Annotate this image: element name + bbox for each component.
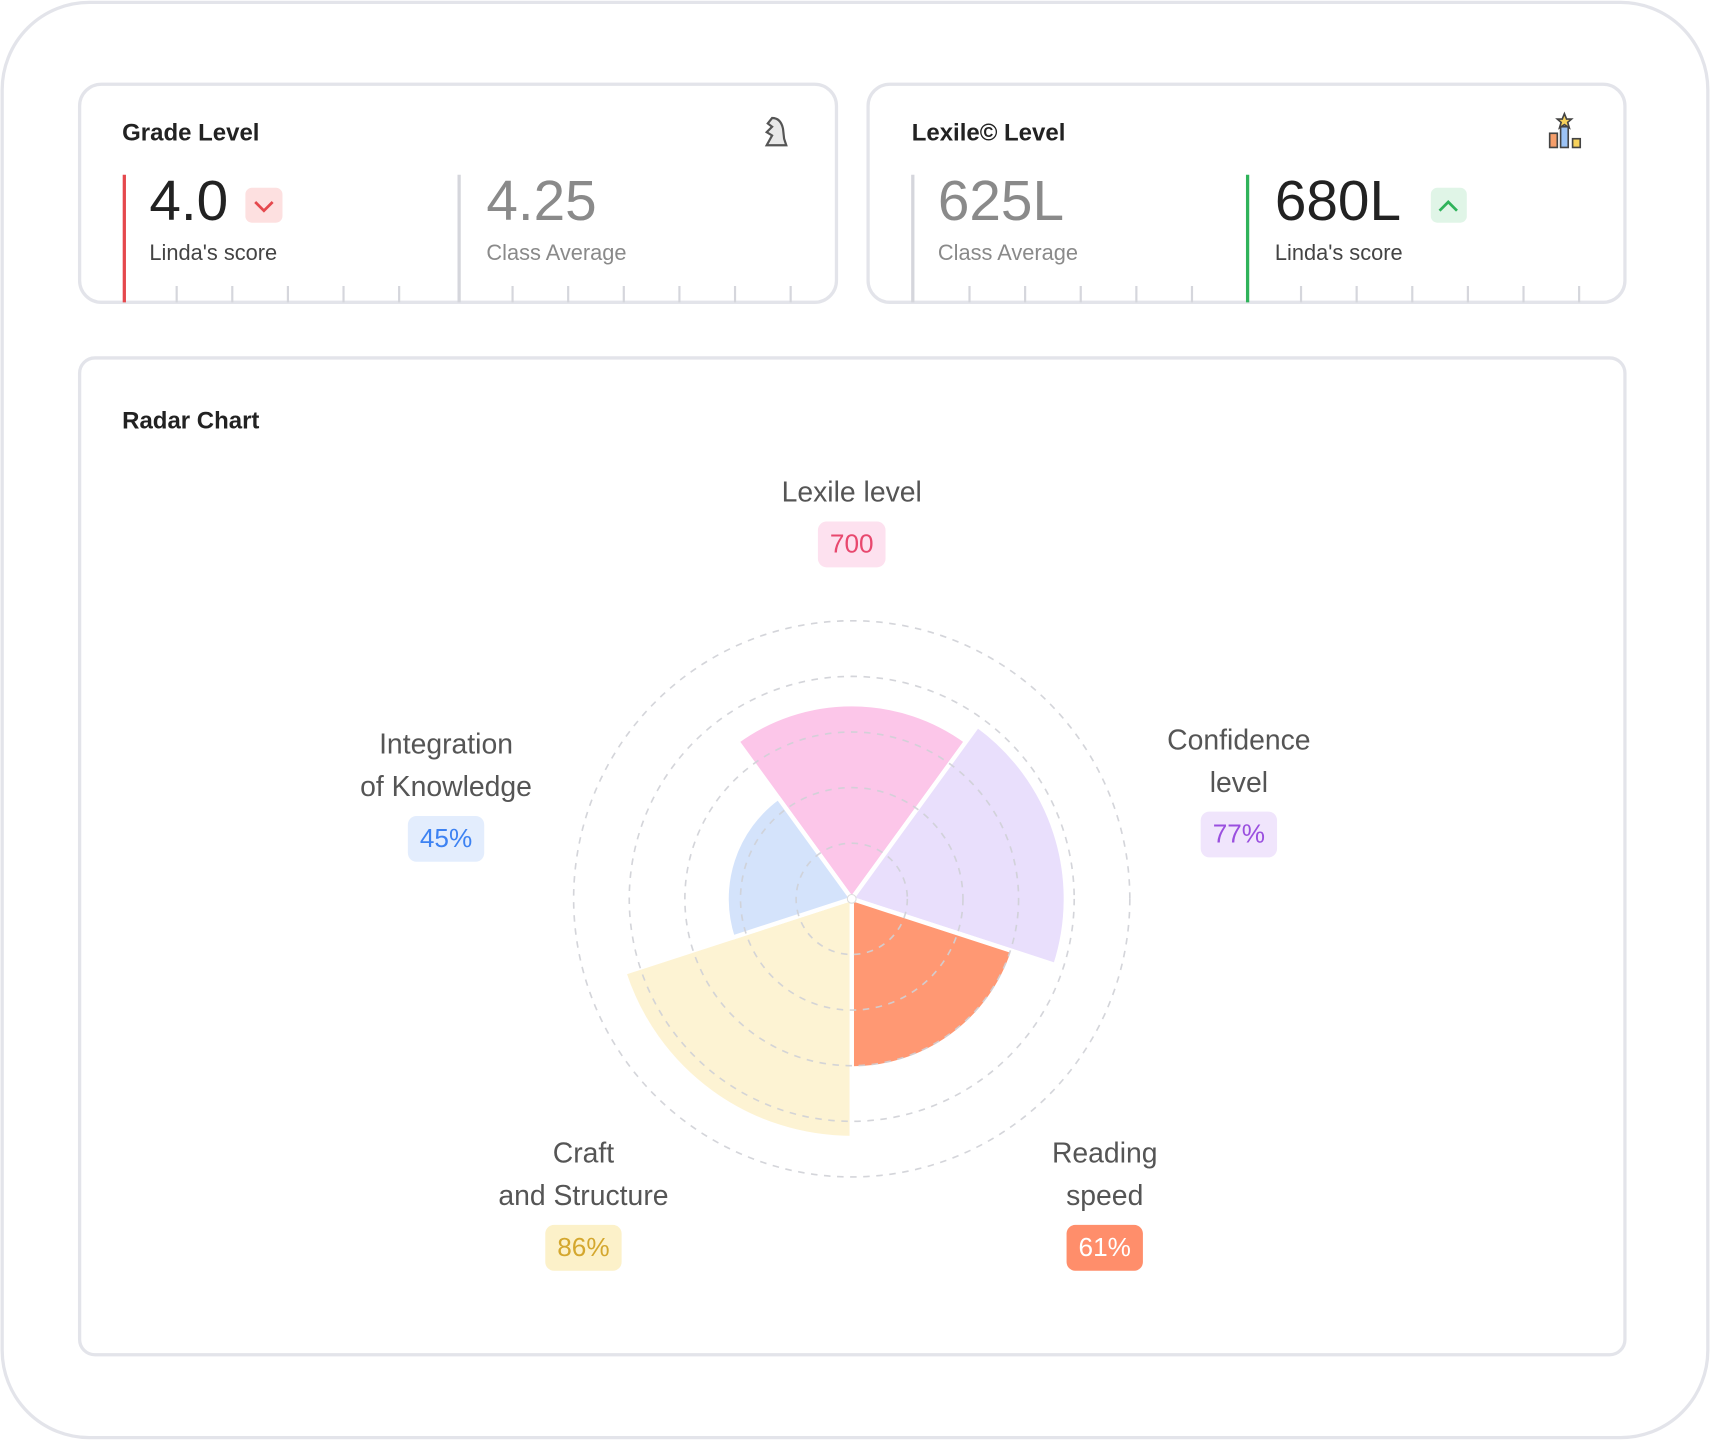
axis-label: speed [1066,1180,1143,1212]
axis-label: Lexile level [782,477,922,509]
wedge [849,896,1016,1071]
card-title: Grade Level [122,120,259,147]
value-label: 61% [1079,1232,1131,1262]
score: 4.0 [149,170,228,233]
value-badge [1200,811,1278,858]
value-label: 86% [557,1232,609,1262]
ruler [175,285,792,303]
average-label: Class Average [938,240,1078,265]
grid-ring [795,842,909,956]
score-label: Linda's score [1275,240,1403,265]
wedge [849,723,1069,968]
value-label: 700 [830,528,874,558]
grid-ring [684,731,1020,1067]
card-title: Lexile© Level [912,120,1066,147]
chevron-down [254,201,274,213]
up-badge [1430,187,1467,223]
knight-icon [764,116,788,147]
axis-label: Craft [553,1138,615,1170]
axis-label: Reading [1052,1138,1158,1170]
score-label: Linda's score [149,240,277,265]
grid-ring [572,619,1131,1178]
value-badge [407,815,485,862]
score: 680L [1275,170,1401,233]
value-label: 77% [1213,819,1265,849]
wedge [622,896,854,1141]
average-label: Class Average [486,240,626,265]
average: 4.25 [486,170,596,233]
chart-title: Radar Chart [122,408,259,435]
value-badge [1066,1224,1143,1271]
chevron-up [1438,200,1458,212]
chart: Lexile level 700 Confidence level 77% Reading… [360,477,1311,1271]
wedge [735,702,969,902]
value-label: 45% [420,823,472,853]
average: 625L [938,170,1064,233]
wedge [724,795,854,940]
axis-label: of Knowledge [360,771,532,803]
value-badge [817,521,886,568]
axis-label: Integration [379,729,513,761]
grid-ring [628,675,1076,1123]
axis-label: and Structure [498,1180,668,1212]
value-badge [545,1224,622,1271]
axis-label: level [1210,767,1268,799]
center-dot [846,893,857,904]
podium-icon [1548,111,1582,149]
ruler [968,285,1581,303]
down-badge [245,187,283,223]
grid-ring [739,786,964,1011]
axis-label: Confidence [1167,724,1310,756]
